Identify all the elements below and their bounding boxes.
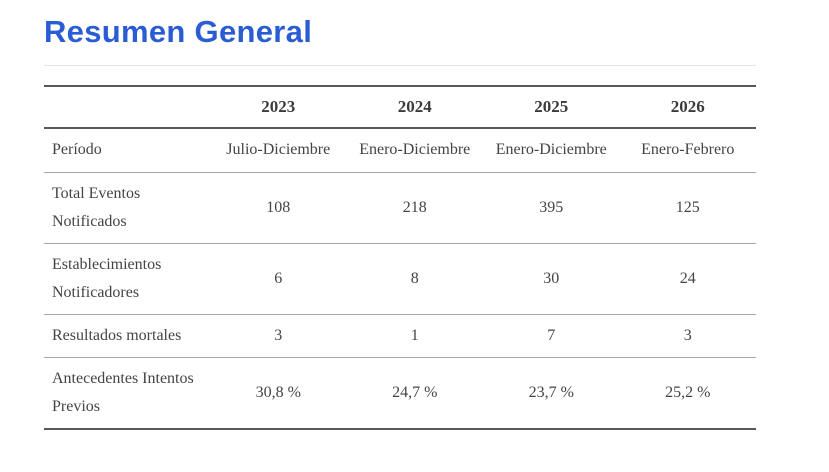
cell-value: 1: [346, 314, 483, 358]
page-title: Resumen General: [44, 14, 313, 49]
cell-value: Enero-Diciembre: [483, 128, 620, 173]
summary-table: 2023 2024 2025 2026 Período Julio-Diciem…: [44, 85, 756, 430]
table-row-antecedentes: Antecedentes Intentos Previos 30,8 % 24,…: [44, 357, 756, 429]
cell-value: 30: [483, 243, 620, 315]
cell-value: 30,8 %: [255, 383, 301, 401]
cell-value: 6: [210, 243, 347, 315]
cell-value: 24: [619, 243, 756, 315]
cell-value: 218: [346, 172, 483, 244]
title-divider: [44, 65, 756, 66]
row-label: Establecimientos Notificadores: [44, 243, 210, 315]
cell-value: 395: [483, 172, 620, 244]
year-header-2025: 2025: [483, 86, 620, 129]
cell-value: 25,2 %: [665, 383, 711, 401]
cell-value: 24,7 %: [392, 383, 438, 401]
row-label: Resultados mortales: [44, 314, 210, 358]
table-row-total-eventos: Total Eventos Notificados 108 218 395 12…: [44, 172, 756, 244]
cell-value: Julio-Diciembre: [210, 128, 347, 173]
cell-value: 3: [210, 314, 347, 358]
cell-value: Enero-Diciembre: [346, 128, 483, 173]
cell-value: 7: [483, 314, 620, 358]
cell-value: 3: [619, 314, 756, 358]
table-row-establecimientos: Establecimientos Notificadores 6 8 30 24: [44, 243, 756, 315]
header-row: 2023 2024 2025 2026: [44, 86, 756, 129]
cell-value: 23,7 %: [528, 383, 574, 401]
row-label: Período: [44, 128, 210, 173]
row-label: Total Eventos Notificados: [44, 172, 210, 244]
cell-value: 8: [346, 243, 483, 315]
row-label: Antecedentes Intentos Previos: [52, 369, 194, 415]
year-header-2024: 2024: [346, 86, 483, 129]
corner-cell: [44, 86, 210, 129]
cell-value: 125: [619, 172, 756, 244]
year-header-2026: 2026: [619, 86, 756, 129]
cell-value: Enero-Febrero: [619, 128, 756, 173]
content-area: Resumen General 2023 2024 2025 2026 Perí…: [44, 0, 756, 430]
table-row-resultados-mortales: Resultados mortales 3 1 7 3: [44, 314, 756, 358]
cell-value: 108: [210, 172, 347, 244]
table-row-periodo: Período Julio-Diciembre Enero-Diciembre …: [44, 128, 756, 173]
year-header-2023: 2023: [210, 86, 347, 129]
